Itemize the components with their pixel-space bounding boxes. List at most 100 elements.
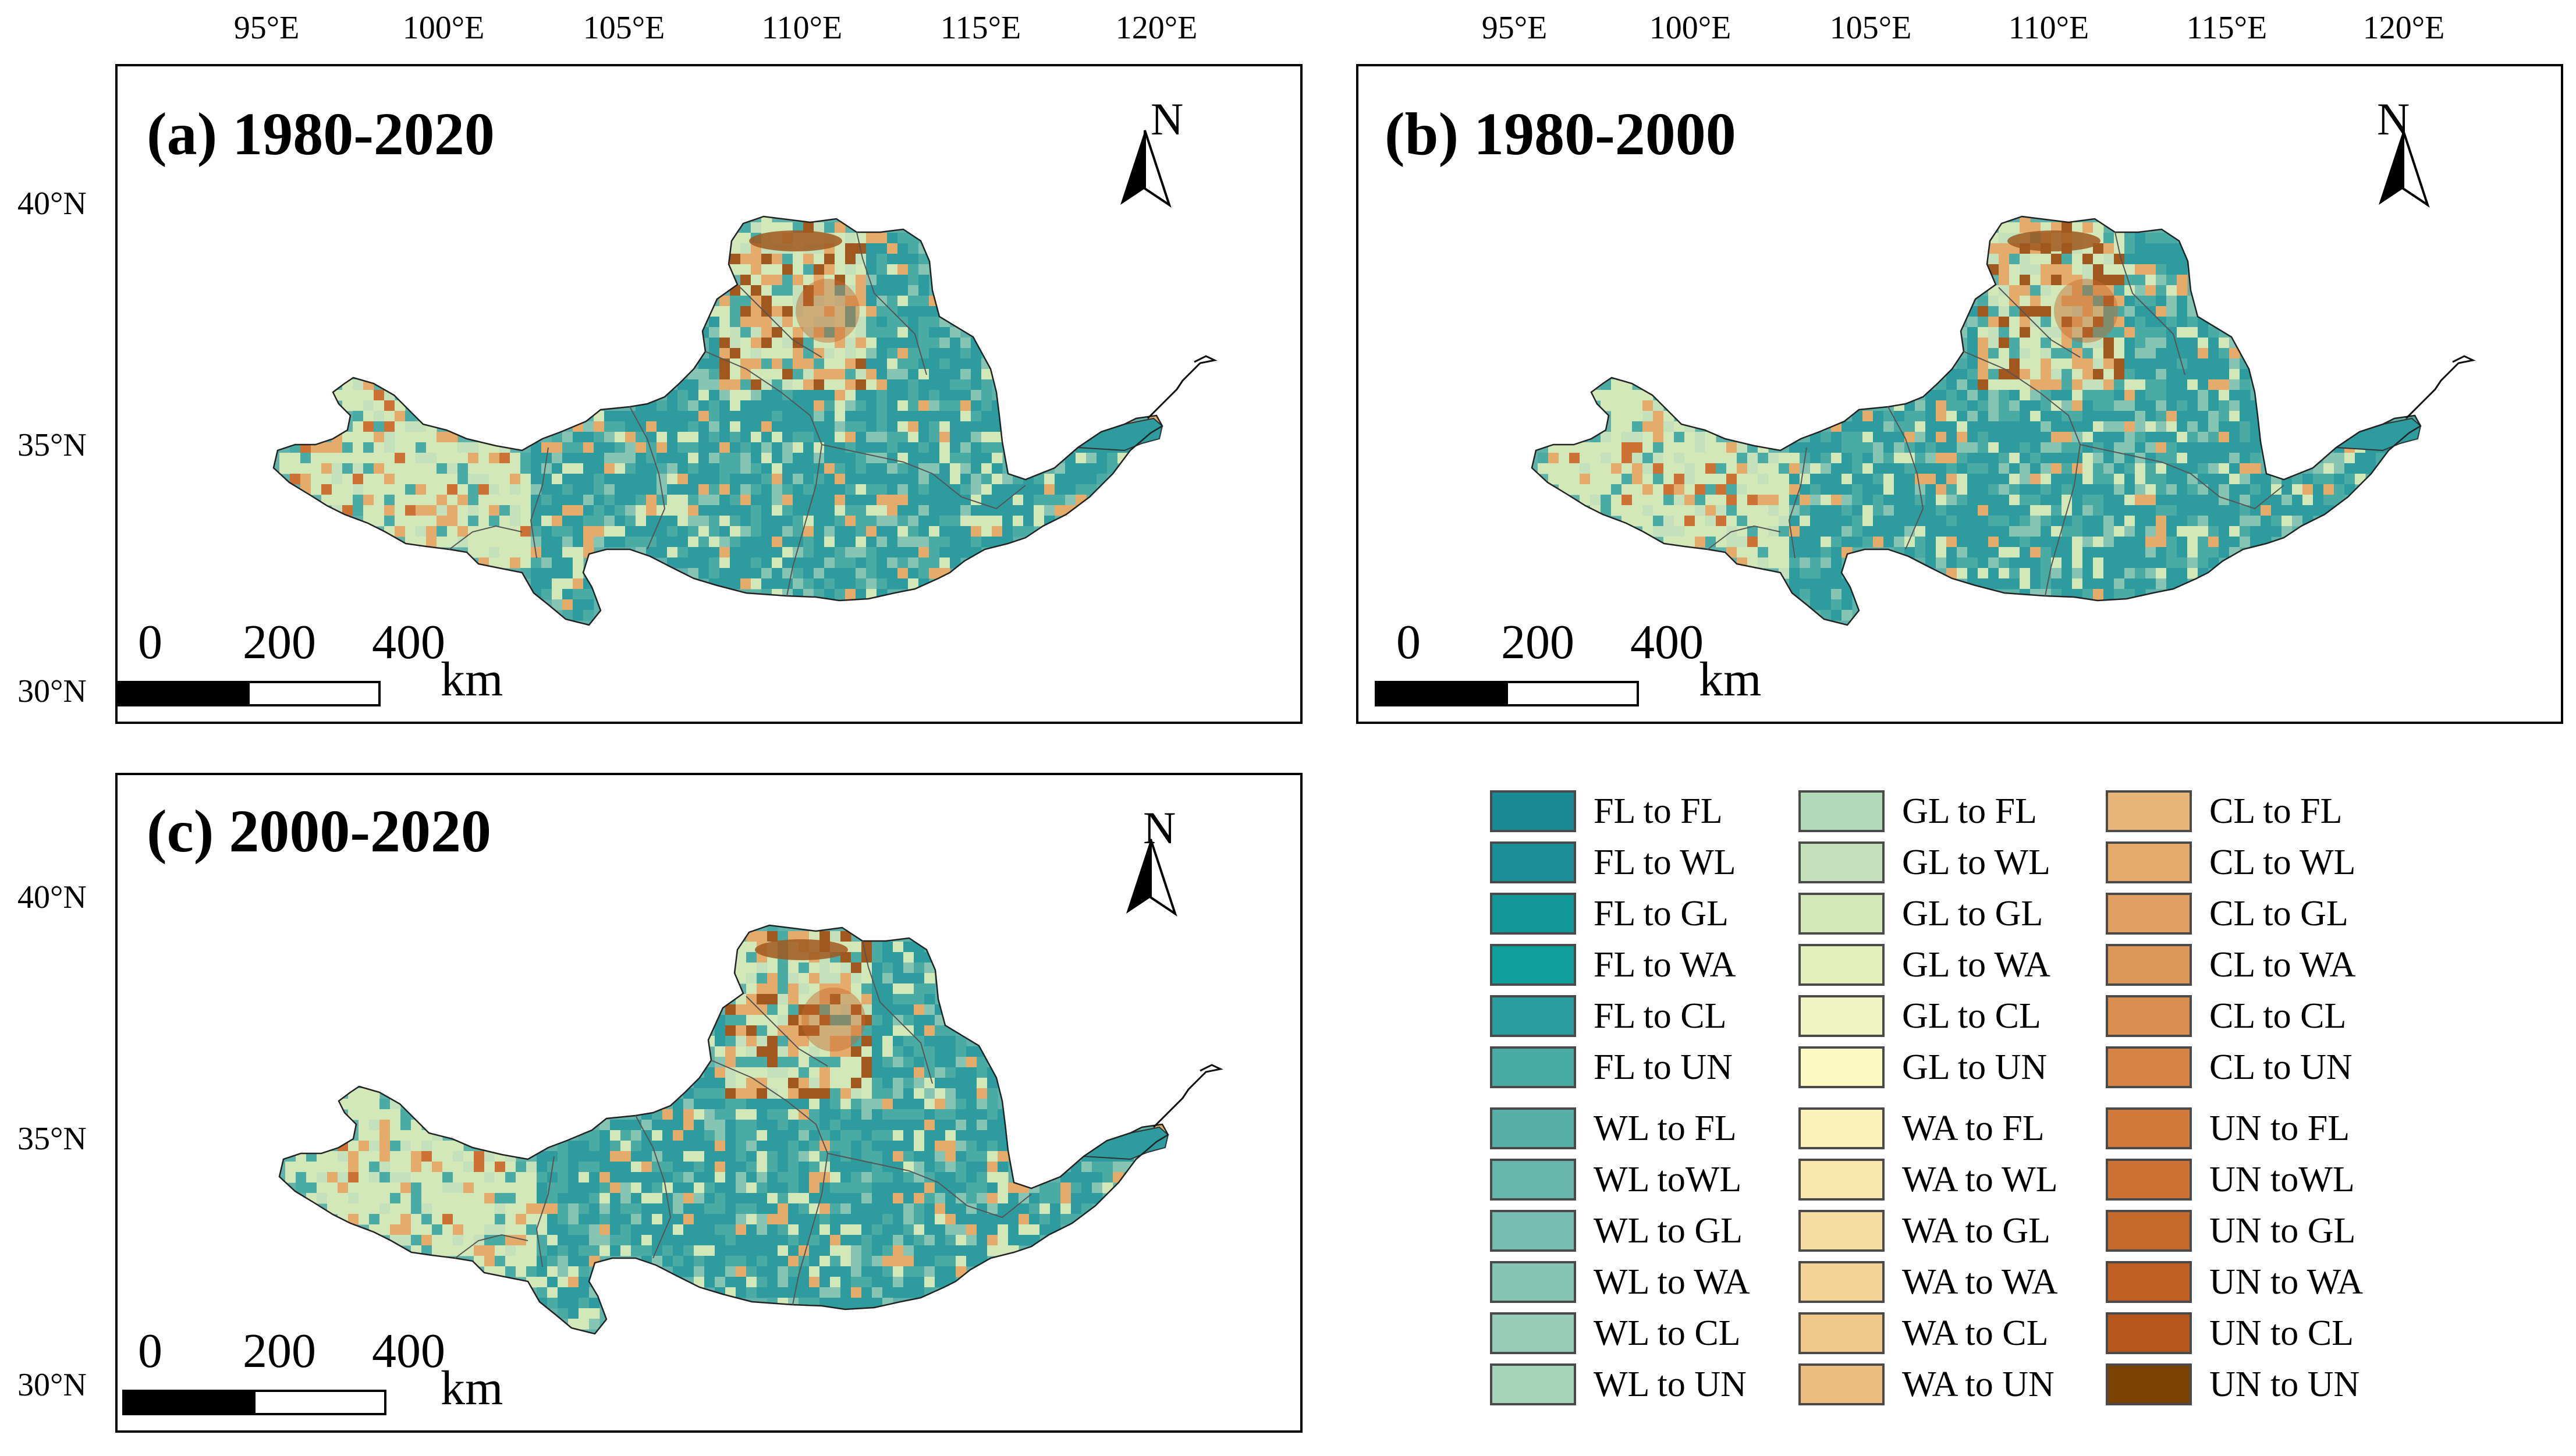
land-cell [966, 1078, 977, 1089]
land-cell [960, 474, 971, 485]
land-cell [1967, 557, 1978, 569]
land-cell [2103, 526, 2114, 537]
land-cell [725, 1182, 736, 1194]
land-cell [698, 432, 709, 443]
land-cell [845, 557, 856, 569]
land-cell [568, 1245, 579, 1256]
land-cell [2020, 505, 2031, 516]
land-cell [594, 505, 605, 516]
land-cell [1621, 453, 1633, 464]
land-cell [830, 1099, 841, 1110]
land-cell [897, 557, 909, 569]
land-cell [2082, 285, 2094, 296]
land-cell [709, 547, 720, 558]
land-cell [977, 1245, 988, 1256]
land-cell [893, 973, 904, 984]
land-cell [908, 421, 919, 432]
land-cell [861, 1057, 872, 1068]
land-cell [757, 1004, 768, 1015]
land-cell [793, 411, 804, 422]
land-cell [1642, 400, 1654, 411]
land-cell [537, 1224, 548, 1235]
land-cell [599, 1235, 611, 1246]
land-cell [442, 1141, 453, 1152]
land-cell [641, 1193, 652, 1204]
land-cell [620, 1151, 631, 1162]
land-cell [2124, 432, 2135, 443]
land-cell [2072, 547, 2083, 558]
land-cell [903, 1067, 914, 1078]
land-cell [677, 557, 689, 569]
land-cell [824, 557, 835, 569]
land-cell [1862, 516, 1874, 527]
land-cell [552, 442, 563, 453]
land-cell [447, 474, 458, 485]
land-cell [715, 1245, 726, 1256]
land-cell [1821, 474, 1832, 485]
land-cell [1663, 495, 1674, 506]
land-cell [478, 557, 489, 569]
land-cell [2103, 432, 2114, 443]
land-cell [782, 463, 793, 474]
land-cell [1716, 484, 1727, 495]
land-cell [1674, 432, 1685, 443]
land-cell [746, 952, 757, 963]
land-cell [1642, 505, 1654, 516]
land-cell [400, 1151, 411, 1162]
land-cell [2009, 264, 2020, 275]
land-cell [499, 557, 510, 569]
land-cell [709, 442, 720, 453]
land-cell [788, 973, 799, 984]
land-cell [877, 484, 888, 495]
land-cell [2041, 254, 2052, 265]
land-cell [746, 963, 757, 974]
land-cell [887, 243, 898, 254]
land-cell [914, 1151, 925, 1162]
sub-basin-boundary [1887, 406, 1924, 550]
land-cell [568, 1203, 579, 1214]
land-cell [625, 537, 636, 548]
land-cell [704, 1162, 715, 1173]
land-cell [1800, 516, 1811, 527]
land-cell [1988, 338, 1999, 349]
land-cell [856, 505, 867, 516]
land-cell [845, 453, 856, 464]
land-cell [897, 296, 909, 307]
land-cell [478, 474, 489, 485]
land-cell [918, 568, 929, 579]
land-cell [793, 222, 804, 233]
land-cell [1779, 453, 1790, 464]
land-cell [2198, 338, 2209, 349]
land-cell [746, 1036, 757, 1047]
land-cell [1653, 516, 1664, 527]
land-cell [484, 1214, 495, 1225]
land-cell [673, 1245, 684, 1256]
land-cell [1002, 505, 1013, 516]
land-cell [730, 463, 741, 474]
land-cell [851, 1203, 862, 1214]
land-cell [1831, 537, 1842, 548]
legend-swatch [2106, 1261, 2192, 1303]
land-cell [552, 578, 563, 589]
land-cell [484, 1256, 495, 1267]
land-cell [908, 547, 919, 558]
land-cell [767, 1182, 778, 1194]
land-cell [704, 1120, 715, 1131]
land-cell [803, 306, 814, 317]
land-cell [2187, 421, 2198, 432]
land-cell [363, 474, 374, 485]
land-cell [715, 1235, 726, 1246]
land-cell [332, 453, 343, 464]
land-cell [1873, 537, 1884, 548]
land-cell [1999, 254, 2010, 265]
land-cell [395, 474, 406, 485]
land-cell [2250, 537, 2261, 548]
land-cell [2082, 526, 2094, 537]
land-cell [1978, 557, 1989, 569]
land-cell [395, 505, 406, 516]
land-cell [673, 1256, 684, 1267]
land-cell [751, 379, 762, 390]
land-cell [683, 1141, 694, 1152]
land-cell [1925, 537, 1936, 548]
land-cell [897, 537, 909, 548]
